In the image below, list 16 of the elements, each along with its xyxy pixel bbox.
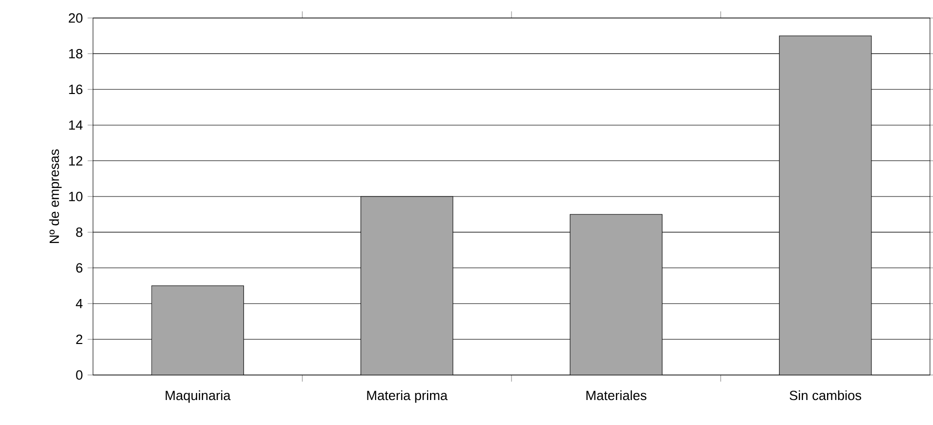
- y-tick-label: 8: [76, 227, 82, 237]
- x-tick-label: Sin cambios: [790, 390, 862, 400]
- y-tick-label: 12: [69, 156, 82, 166]
- y-tick-label: 18: [69, 48, 82, 58]
- y-axis-title: Nº de empresas: [49, 149, 62, 244]
- x-tick-label: Maquinaria: [166, 390, 231, 403]
- y-tick-label: 2: [76, 334, 82, 344]
- y-tick-label: 0: [76, 370, 82, 380]
- y-tick-label: 16: [69, 84, 82, 94]
- x-tick-label: Materiales: [586, 390, 646, 400]
- y-tick-label: 10: [69, 192, 82, 202]
- y-tick-label: 4: [76, 298, 83, 308]
- y-tick-label: 20: [68, 13, 82, 23]
- x-tick-label: Materia prima: [367, 390, 448, 403]
- y-tick-label: 14: [69, 120, 83, 130]
- y-tick-label: 6: [76, 263, 82, 273]
